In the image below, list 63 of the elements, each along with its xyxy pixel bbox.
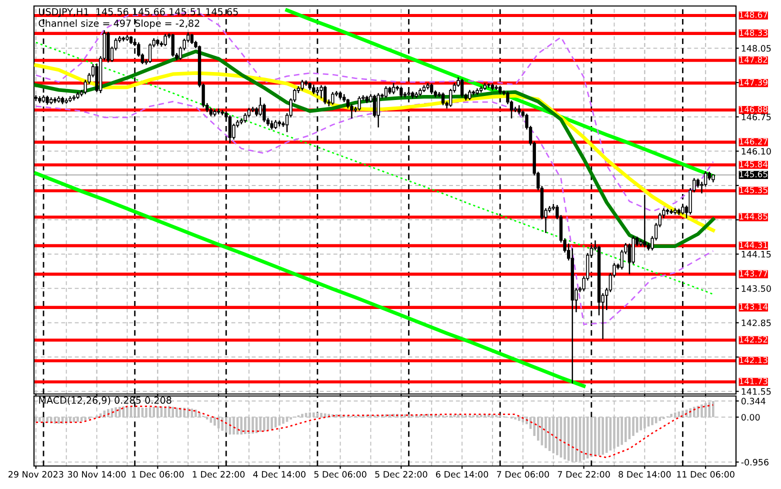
ref-line-label: 144.31: [740, 242, 768, 248]
candlestick: [384, 86, 388, 98]
x-tick-label: 29 Nov 2023: [8, 471, 64, 478]
annotation: MACD(12,26,9) 0.285 0.208: [39, 396, 172, 405]
ref-line-label: 148.67: [740, 12, 768, 18]
x-tick-label: 1 Dec 06:00: [132, 471, 184, 478]
candlestick: [460, 78, 464, 98]
ref-line-label: 143.14: [740, 304, 768, 310]
candlestick: [643, 194, 646, 248]
ref-line-label: 142.13: [740, 356, 768, 364]
line-series: [35, 42, 714, 295]
y-tick-label: 146.10: [742, 148, 771, 155]
x-tick-label: 7 Dec 22:00: [558, 471, 610, 478]
ref-line-label: 148.33: [740, 30, 768, 36]
ref-line-label: 147.39: [740, 79, 768, 86]
candlestick: [449, 88, 452, 108]
ref-line-label: 141.73: [740, 378, 768, 384]
candlestick: [323, 85, 327, 105]
y-tick-label: 142.85: [742, 320, 771, 326]
y-tick-label: 148.05: [742, 45, 771, 52]
line-series: [35, 10, 714, 212]
ref-line-label: 145.65: [740, 171, 768, 178]
x-tick-label: 8 Dec 14:00: [618, 471, 671, 478]
line-series: [34, 172, 586, 388]
y-tick-label: 146.75: [742, 114, 771, 120]
y-tick-label: 0.344: [741, 398, 766, 404]
x-tick-label: 4 Dec 14:00: [253, 471, 306, 478]
ref-line-label: 144.85: [740, 213, 768, 220]
x-tick-label: 11 Dec 06:00: [677, 471, 734, 478]
x-tick-label: 5 Dec 06:00: [314, 471, 366, 478]
ref-line-label: 142.52: [740, 336, 768, 343]
candlestick: [171, 33, 174, 58]
y-tick-label: 0.00: [741, 414, 760, 421]
x-tick-label: 7 Dec 06:00: [497, 471, 549, 478]
candlestick: [190, 33, 194, 45]
ref-line-label: 145.84: [740, 161, 768, 168]
candlestick: [372, 94, 376, 118]
y-tick-label: 141.55: [742, 388, 771, 395]
y-tick-label: -0.956: [741, 458, 769, 466]
candlestick: [468, 89, 472, 101]
y-tick-label: 143.50: [742, 285, 771, 292]
candlestick: [392, 82, 396, 95]
candlestick: [331, 91, 334, 106]
annotation: Channel size = 497 Slope = -2,82: [38, 19, 200, 29]
line-series: [35, 404, 714, 458]
ref-line-label: 145.35: [740, 186, 768, 194]
x-tick-label: 30 Nov 14:00: [68, 471, 126, 478]
ref-line-label: 143.77: [740, 270, 768, 277]
ref-line-label: 146.27: [740, 138, 768, 145]
candlestick: [358, 96, 361, 112]
x-tick-label: 5 Dec 22:00: [375, 471, 428, 478]
ref-line-label: 147.82: [740, 56, 768, 63]
candlestick: [164, 33, 167, 47]
y-tick-label: 144.15: [742, 251, 771, 258]
x-tick-label: 6 Dec 14:00: [436, 471, 488, 478]
candlestick: [300, 79, 304, 92]
x-tick-label: 1 Dec 22:00: [192, 471, 245, 478]
candlestick: [376, 92, 380, 128]
candlestick: [487, 82, 490, 88]
candlestick: [258, 96, 262, 116]
candlestick: [441, 92, 445, 106]
ref-line-label: 146.88: [740, 106, 768, 112]
candlestick: [400, 86, 403, 98]
